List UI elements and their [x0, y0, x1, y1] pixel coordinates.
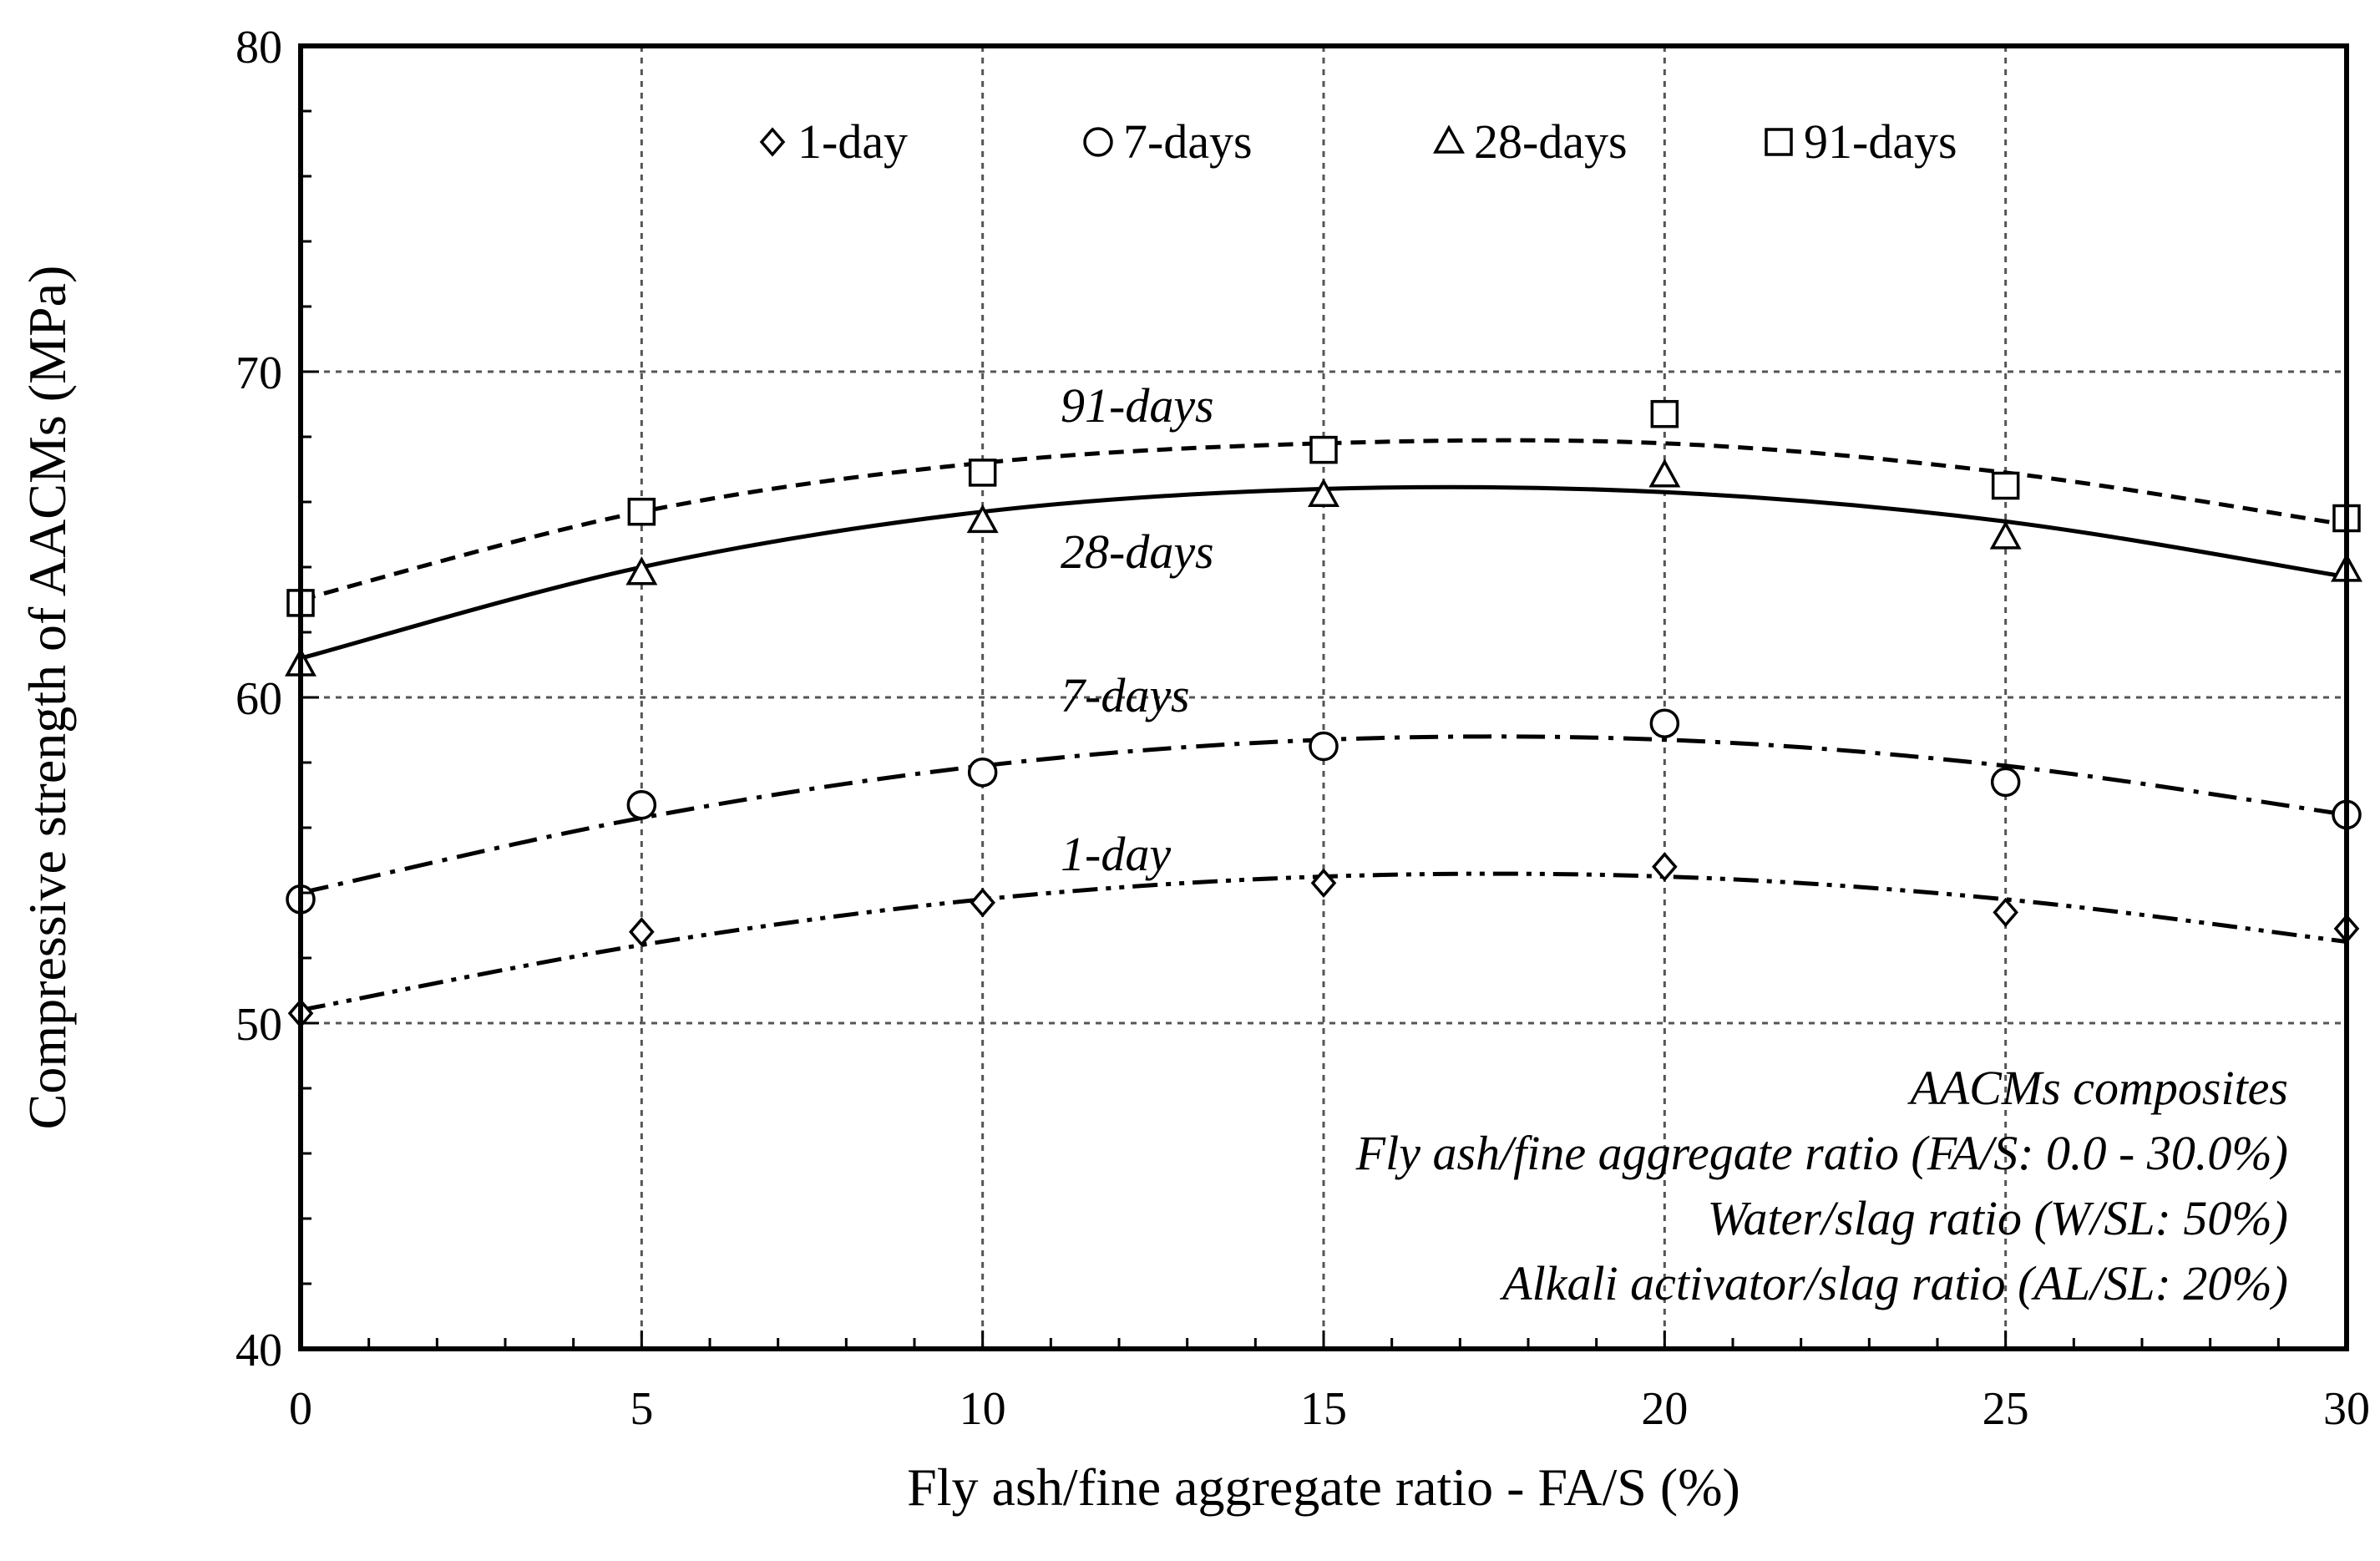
data-point-28-days [1648, 459, 1681, 488]
legend-entry: 1-day [759, 114, 908, 169]
data-point-7-days [626, 789, 657, 820]
x-tick-label: 10 [960, 1383, 1006, 1435]
grid [301, 46, 2347, 1349]
annotation-line: Water/slag ratio (W/SL: 50%) [1708, 1191, 2288, 1245]
legend-marker-square [1765, 128, 1793, 156]
legend-entry: 28-days [1433, 114, 1628, 169]
x-axis-title: Fly ash/fine aggregate ratio - FA/S (%) [907, 1457, 1740, 1517]
data-point-91-days [1991, 471, 2020, 500]
x-tick-label: 25 [1982, 1383, 2029, 1435]
annotation-block: AACMs composites Fly ash/fine aggregate … [1355, 1061, 2288, 1310]
x-tick-label: 20 [1641, 1383, 1688, 1435]
data-point-91-days [627, 497, 656, 526]
data-point-1-day [970, 888, 995, 918]
data-point-7-days [967, 757, 998, 788]
curve-label-1-day: 1-day [1061, 827, 1171, 881]
data-point-7-days [1309, 731, 1339, 762]
data-point-91-days [968, 459, 997, 487]
y-tick-label: 70 [235, 347, 282, 399]
annotation-line: AACMs composites [1907, 1061, 2288, 1115]
x-tick-label: 15 [1300, 1383, 1347, 1435]
curve-label-7-days: 7-days [1061, 668, 1190, 722]
data-point-91-days [1309, 435, 1338, 464]
x-tick-label: 0 [289, 1383, 312, 1435]
legend-label: 7-days [1123, 114, 1253, 169]
legend-label: 28-days [1474, 114, 1628, 169]
curve-label-28-days: 28-days [1061, 525, 1214, 579]
data-point-7-days [1990, 767, 2021, 798]
data-point-28-days [966, 504, 999, 534]
legend-marker-triangle [1433, 124, 1465, 154]
y-tick-label: 50 [235, 999, 282, 1051]
data-point-1-day [629, 917, 655, 947]
curve-label-91-days: 91-days [1061, 378, 1214, 433]
annotation-line: Alkali activator/slag ratio (AL/SL: 20%) [1499, 1256, 2288, 1310]
legend-entry: 91-days [1765, 114, 1957, 169]
x-tick-label: 30 [2323, 1383, 2370, 1435]
data-point-28-days [625, 556, 658, 585]
data-point-91-days [1650, 399, 1679, 428]
legend-entry: 7-days [1083, 114, 1253, 169]
labels: 0 5 10 15 20 25 30 40 50 60 70 80 1-day 7-days 28-days… [235, 22, 2370, 1435]
x-tick-label: 5 [630, 1383, 653, 1435]
y-tick-label: 80 [235, 22, 282, 73]
data-point-7-days [1649, 708, 1680, 738]
legend-marker-diamond [759, 127, 786, 157]
legend-marker-circle [1083, 127, 1113, 157]
data-point-1-day [1310, 868, 1337, 898]
y-tick-label: 40 [235, 1325, 282, 1376]
legend-label: 91-days [1804, 114, 1957, 169]
annotation-line: Fly ash/fine aggregate ratio (FA/S: 0.0 … [1355, 1126, 2288, 1180]
y-axis-title: Compressive strength of AACMs (MPa) [18, 266, 77, 1130]
legend-label: 1-day [798, 114, 908, 169]
y-tick-label: 60 [235, 673, 282, 725]
data-point-1-day [1993, 897, 2018, 928]
data-point-1-day [1652, 852, 1678, 882]
data-point-28-days [1308, 478, 1339, 507]
data-point-28-days [1989, 520, 2022, 550]
ticks [299, 44, 2348, 1351]
